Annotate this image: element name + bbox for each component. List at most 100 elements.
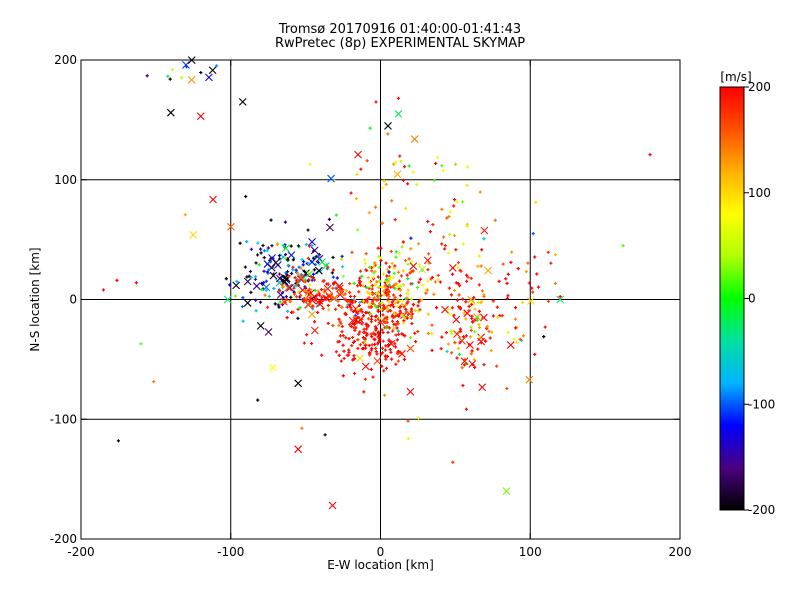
data-point-plus <box>396 359 400 363</box>
data-point-plus <box>369 305 373 309</box>
data-point-plus <box>281 285 285 289</box>
data-point-cross <box>315 296 324 305</box>
data-point-plus <box>389 249 393 254</box>
data-point-plus <box>386 342 391 347</box>
data-point-plus <box>269 218 273 222</box>
data-point-plus <box>449 329 453 333</box>
x-tick-label: -200 <box>67 545 94 559</box>
data-point-plus <box>302 298 306 302</box>
data-point-plus <box>368 285 372 289</box>
data-point-cross <box>484 266 493 275</box>
data-point-plus <box>416 329 420 334</box>
data-point-plus <box>491 299 495 303</box>
data-point-plus <box>262 269 266 273</box>
data-point-plus <box>455 298 460 302</box>
data-point-plus <box>374 346 378 350</box>
data-point-plus <box>402 357 407 362</box>
y-tick-label: 200 <box>54 53 77 67</box>
data-point-plus <box>253 275 258 279</box>
data-point-plus <box>403 334 407 338</box>
data-point-plus <box>337 317 341 321</box>
data-point-plus <box>170 68 175 72</box>
data-point-plus <box>476 264 480 268</box>
data-point-plus <box>311 249 316 253</box>
data-point-plus <box>487 329 491 334</box>
data-point-plus <box>357 281 362 285</box>
data-point-plus <box>285 315 289 320</box>
data-point-plus <box>482 237 486 241</box>
data-point-plus <box>469 328 473 332</box>
data-point-plus <box>465 165 469 169</box>
data-point-plus <box>249 247 254 251</box>
data-point-plus <box>180 76 184 80</box>
data-point-plus <box>436 155 440 160</box>
data-point-cross <box>336 288 345 297</box>
data-point-plus <box>327 217 332 221</box>
data-point-plus <box>394 255 398 259</box>
data-point-plus <box>510 250 514 254</box>
data-point-plus <box>462 311 466 315</box>
data-point-plus <box>518 337 522 341</box>
data-point-plus <box>386 293 390 297</box>
data-point-plus <box>495 315 499 319</box>
data-point-plus <box>369 348 374 352</box>
data-point-plus <box>440 335 444 339</box>
data-point-plus <box>376 340 381 344</box>
data-point-plus <box>542 335 546 339</box>
data-point-plus <box>531 290 535 294</box>
data-point-plus <box>340 254 344 258</box>
data-point-plus <box>458 340 462 344</box>
data-point-plus <box>185 65 189 69</box>
data-point-plus <box>549 261 553 265</box>
data-point-plus <box>348 290 352 295</box>
y-axis-label: N-S location [km] <box>28 247 42 351</box>
data-point-plus <box>361 341 365 345</box>
data-point-cross <box>354 150 362 159</box>
data-point-plus <box>452 233 457 238</box>
data-point-cross <box>308 258 316 267</box>
data-point-plus <box>454 248 458 252</box>
data-point-plus <box>450 272 455 276</box>
data-point-plus <box>259 251 263 255</box>
data-point-plus <box>380 328 384 332</box>
colorbar-gradient <box>719 86 745 511</box>
data-point-cross <box>327 174 335 183</box>
data-point-plus <box>321 306 325 311</box>
data-point-plus <box>402 318 406 323</box>
data-point-plus <box>553 281 557 286</box>
data-point-plus <box>438 280 443 284</box>
data-point-cross <box>227 222 235 231</box>
data-point-plus <box>410 260 414 264</box>
data-point-plus <box>469 276 473 280</box>
data-point-plus <box>267 294 271 298</box>
data-point-plus <box>464 334 468 338</box>
data-point-plus <box>455 356 459 360</box>
data-point-plus <box>364 268 368 272</box>
data-point-plus <box>341 343 345 347</box>
data-point-plus <box>386 132 390 136</box>
data-point-plus <box>384 278 389 282</box>
data-point-cross <box>330 294 339 303</box>
data-point-plus <box>480 289 485 293</box>
data-point-plus <box>355 284 360 288</box>
data-point-plus <box>425 288 430 292</box>
data-point-plus <box>460 200 465 204</box>
data-point-plus <box>363 340 367 344</box>
data-point-plus <box>351 335 355 340</box>
data-point-cross <box>196 112 205 121</box>
data-point-plus <box>392 266 396 271</box>
data-point-plus <box>395 322 399 326</box>
data-point-plus <box>334 307 338 311</box>
data-point-cross <box>223 295 232 304</box>
data-point-plus <box>411 303 416 307</box>
data-point-plus <box>377 296 381 300</box>
data-point-plus <box>319 287 324 292</box>
data-point-plus <box>461 297 465 301</box>
data-point-plus <box>391 285 395 289</box>
data-point-plus <box>484 339 488 343</box>
data-point-plus <box>293 276 297 280</box>
data-point-plus <box>394 333 398 337</box>
data-point-plus <box>270 244 274 248</box>
colorbar: -200 -100 0 100 200 <box>719 80 775 517</box>
data-point-plus <box>380 346 385 350</box>
